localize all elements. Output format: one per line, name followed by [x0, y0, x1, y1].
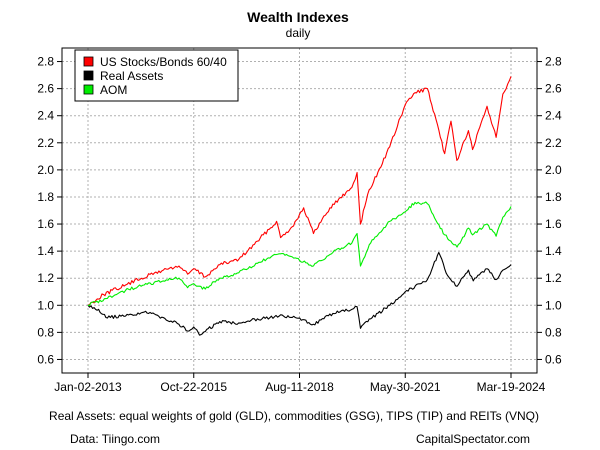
legend-swatch	[83, 56, 94, 67]
x-axis: Jan-02-2013 Oct-22-2015 Aug-11-2018 May-30-…	[54, 373, 546, 394]
y-axis-left: 0.6 0.8 1.0 1.2 1.4 1.6 1.8 2.0 2.2 2.4 2.6 2.8	[37, 55, 62, 366]
y-tick-label-left: 1.2	[37, 271, 54, 285]
y-tick-label-left: 2.2	[37, 136, 54, 150]
data-source: Data: Tiingo.com	[70, 432, 160, 446]
y-tick-label-left: 1.0	[37, 298, 54, 312]
y-tick-label-right: 2.4	[545, 109, 562, 123]
y-tick-label-left: 0.8	[37, 325, 54, 339]
series-line-real-assets	[87, 251, 512, 336]
y-tick-label-right: 2.6	[545, 82, 562, 96]
credit: CapitalSpectator.com	[416, 432, 530, 446]
y-tick-label-right: 1.2	[545, 271, 562, 285]
y-tick-label-right: 2.8	[545, 55, 562, 69]
y-tick-label-right: 1.8	[545, 190, 562, 204]
footer-note: Real Assets: equal weights of gold (GLD)…	[49, 409, 539, 423]
y-tick-label-right: 2.2	[545, 136, 562, 150]
legend-label: US Stocks/Bonds 60/40	[100, 55, 227, 69]
y-tick-label-left: 1.6	[37, 217, 54, 231]
series-lines	[87, 76, 512, 336]
y-tick-label-left: 1.8	[37, 190, 54, 204]
chart-subtitle: daily	[286, 26, 311, 40]
grid-lines	[62, 48, 537, 373]
y-tick-label-right: 0.8	[545, 325, 562, 339]
y-tick-label-right: 0.6	[545, 352, 562, 366]
series-line-aom	[87, 201, 512, 307]
y-tick-label-left: 1.4	[37, 244, 54, 258]
series-line-us-stocks-bonds-60-40	[87, 76, 512, 306]
y-tick-label-left: 2.4	[37, 109, 54, 123]
y-tick-label-left: 2.0	[37, 163, 54, 177]
y-axis-right: 0.6 0.8 1.0 1.2 1.4 1.6 1.8 2.0 2.2 2.4 2.6 2.8	[537, 55, 562, 366]
x-tick-label: Mar-19-2024	[477, 380, 546, 394]
x-tick-label: May-30-2021	[370, 380, 441, 394]
legend-swatch	[83, 84, 94, 95]
y-tick-label-left: 0.6	[37, 352, 54, 366]
y-tick-label-right: 2.0	[545, 163, 562, 177]
legend-swatch	[83, 70, 94, 81]
y-tick-label-left: 2.8	[37, 55, 54, 69]
x-tick-label: Jan-02-2013	[54, 380, 122, 394]
y-tick-label-right: 1.6	[545, 217, 562, 231]
x-tick-label: Aug-11-2018	[265, 380, 334, 394]
legend-label: AOM	[100, 83, 127, 97]
y-tick-label-left: 2.6	[37, 82, 54, 96]
x-tick-label: Oct-22-2015	[160, 380, 227, 394]
y-tick-label-right: 1.0	[545, 298, 562, 312]
legend-box	[74, 49, 239, 102]
y-tick-label-right: 1.4	[545, 244, 562, 258]
legend-label: Real Assets	[100, 69, 163, 83]
chart-title: Wealth Indexes	[247, 9, 349, 25]
